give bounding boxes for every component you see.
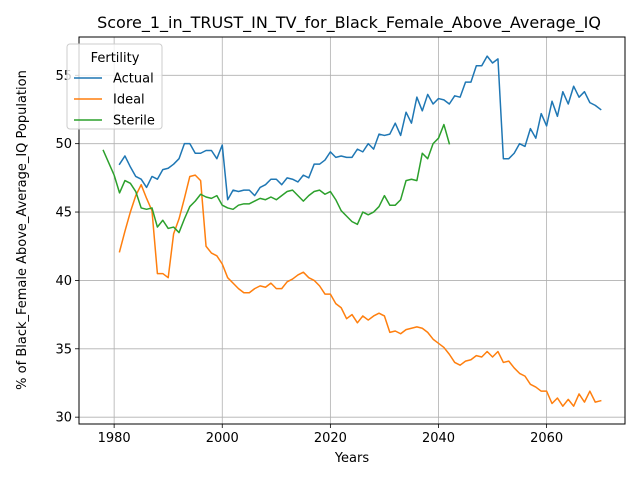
legend-box: [66, 43, 163, 130]
series-layer: [102, 55, 602, 407]
x-tick-label: 2000: [206, 431, 239, 446]
y-tick-label: 40: [55, 274, 72, 289]
series-line-ideal: [118, 174, 602, 407]
y-tick-label: 35: [55, 342, 72, 357]
legend-label-ideal: Ideal: [113, 93, 145, 108]
x-axis: 1980 2000 2020 2040 2060: [98, 424, 563, 446]
chart-title: Score_1_in_TRUST_IN_TV_for_Black_Female_…: [97, 13, 601, 33]
legend-title: Fertility: [91, 51, 140, 66]
series-line-actual: [118, 55, 602, 201]
y-tick-label: 30: [55, 411, 72, 426]
plot-frame: [78, 36, 626, 425]
series-line-sterile: [102, 123, 451, 234]
legend-label-actual: Actual: [113, 72, 154, 87]
x-axis-label: Years: [334, 451, 370, 466]
x-tick-label: 2040: [422, 431, 455, 446]
y-tick-label: 50: [55, 137, 72, 152]
y-tick-label: 45: [55, 206, 72, 221]
x-tick-label: 2060: [530, 431, 563, 446]
x-tick-label: 1980: [98, 431, 131, 446]
grid: [79, 37, 625, 424]
y-axis-label: % of Black_Female Above_Average_IQ Popul…: [15, 70, 30, 390]
legend-items: Actual Ideal Sterile: [74, 72, 155, 129]
legend-label-sterile: Sterile: [113, 114, 155, 129]
legend: Fertility Actual Ideal Sterile: [66, 43, 163, 130]
x-tick-label: 2020: [314, 431, 347, 446]
